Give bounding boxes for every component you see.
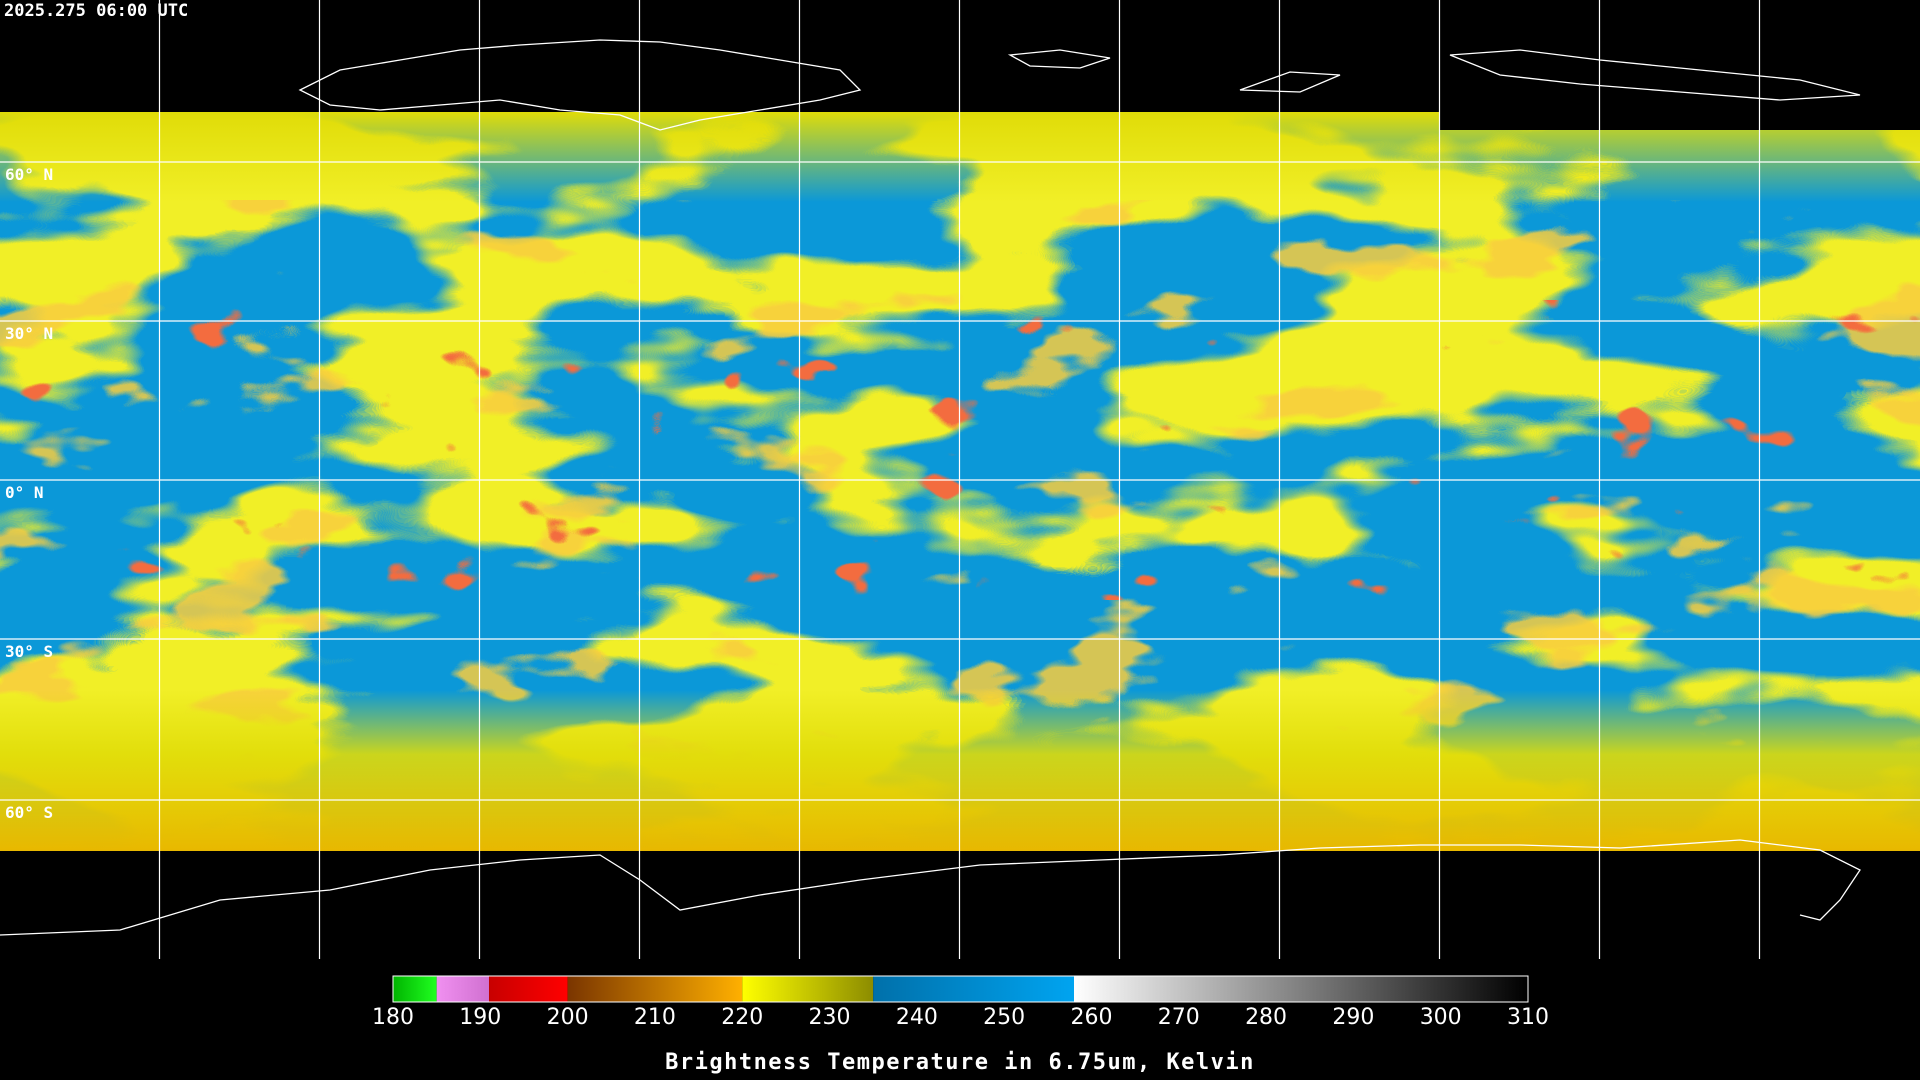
data-gap [1440,112,1920,130]
colorbar-tick-label: 180 [372,1005,414,1030]
timestamp: 2025.275 06:00 UTC [4,1,188,21]
colorbar-tick-label: 240 [896,1005,938,1030]
colorbar-segment [567,976,743,1002]
coastline [298,39,862,131]
colorbar-tick-label: 300 [1420,1005,1462,1030]
colorbar-tick-label: 190 [459,1005,501,1030]
colorbar-tick-label: 230 [809,1005,851,1030]
colorbar-segment [1074,976,1528,1002]
colorbar-frame [392,975,1529,1003]
colorbar-tick-label: 280 [1245,1005,1287,1030]
latitude-labels: 60° N 30° N 0° N 30° S 60° S [5,165,53,822]
colorbar-segment [742,976,874,1002]
colorbar-tick-label: 210 [634,1005,676,1030]
latitude-label: 60° N [5,165,53,184]
colorbar-segment [393,976,437,1002]
colorbar-tick-label: 200 [547,1005,589,1030]
colorbar-tick-label: 290 [1332,1005,1374,1030]
latitude-label: 30° N [5,324,53,343]
colorbar-tick-label: 260 [1070,1005,1112,1030]
latitude-label: 0° N [5,483,44,502]
colorbar: 180 190 200 210 220 230 240 250 260 270 280 290 300 3… [372,975,1549,1030]
colorbar-tick-label: 310 [1507,1005,1549,1030]
coastline [1007,49,1111,69]
latitude-label: 30° S [5,642,53,661]
colorbar-segment [489,976,568,1002]
latitude-label: 60° S [5,803,53,822]
coastline [1449,49,1861,101]
colorbar-label: Brightness Temperature in 6.75um, Kelvin [665,1050,1255,1075]
colorbar-tick-label: 250 [983,1005,1025,1030]
coastlines [0,39,1861,936]
colorbar-segment [873,976,1074,1002]
coastline [0,839,1861,936]
colorbar-tick-label: 220 [721,1005,763,1030]
colorbar-tick-label: 270 [1158,1005,1200,1030]
colorbar-segment [436,976,490,1002]
graticule [0,0,1920,959]
